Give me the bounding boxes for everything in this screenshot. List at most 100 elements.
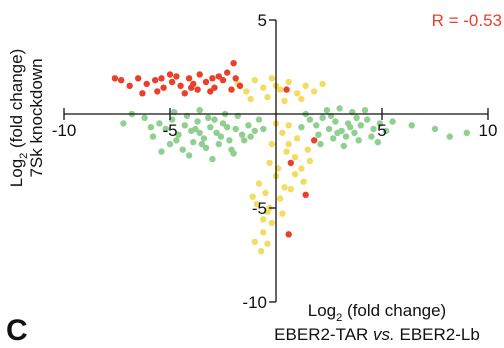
data-point-green-31	[120, 120, 127, 127]
data-point-yellow-10	[319, 80, 326, 88]
data-point-yellow-16	[279, 129, 286, 136]
y-tick-label-5: 5	[258, 11, 267, 30]
data-point-green-19	[190, 139, 197, 146]
data-point-green-82	[463, 129, 470, 136]
data-point-green-21	[215, 140, 222, 148]
data-point-red-23	[173, 73, 180, 80]
axes-layer	[63, 19, 489, 303]
data-point-yellow-8	[302, 82, 309, 90]
data-point-green-83	[408, 122, 415, 129]
data-point-red-8	[185, 75, 193, 82]
x-tick-label-5: 5	[377, 121, 386, 140]
data-point-green-45	[247, 133, 254, 140]
data-point-red-19	[181, 90, 188, 97]
data-point-green-7	[200, 135, 208, 142]
data-point-red-31	[283, 86, 290, 93]
data-point-green-73	[340, 142, 347, 150]
data-point-red-10	[202, 78, 210, 86]
data-point-red-28	[209, 75, 216, 82]
data-point-green-32	[185, 152, 193, 159]
data-point-green-1	[162, 125, 169, 133]
data-point-yellow-19	[298, 165, 305, 172]
data-point-green-15	[251, 127, 258, 135]
data-point-green-14	[245, 122, 252, 129]
data-point-yellow-46	[285, 122, 292, 129]
data-point-red-22	[139, 90, 146, 97]
data-point-red-33	[287, 159, 294, 167]
data-point-yellow-5	[277, 86, 284, 93]
data-point-yellow-18	[291, 154, 299, 161]
data-point-red-29	[188, 84, 195, 91]
data-point-green-74	[298, 124, 305, 131]
data-point-green-50	[319, 114, 326, 122]
x-axis-title: Log2 (fold change) EBER2-TAR vs. EBER2-L…	[274, 301, 480, 344]
data-point-green-44	[224, 124, 231, 131]
x-tick-label--10: -10	[52, 121, 77, 140]
data-point-green-34	[230, 150, 237, 157]
data-point-yellow-35	[283, 148, 290, 155]
data-point-green-56	[357, 122, 364, 129]
data-point-green-12	[232, 125, 239, 133]
data-point-red-20	[207, 88, 214, 95]
data-point-green-16	[149, 133, 157, 140]
data-point-red-13	[228, 86, 235, 93]
data-point-green-79	[334, 129, 341, 136]
data-point-red-12	[219, 77, 227, 84]
data-point-green-29	[255, 116, 263, 123]
data-point-green-26	[196, 107, 203, 114]
data-point-green-23	[241, 137, 248, 144]
data-point-green-13	[238, 131, 246, 138]
data-point-yellow-28	[251, 238, 258, 245]
data-point-yellow-29	[258, 248, 265, 255]
data-point-yellow-20	[266, 159, 273, 167]
data-point-red-18	[224, 69, 231, 76]
data-point-green-49	[313, 122, 320, 129]
x-axis-title-line2: EBER2-TAR vs. EBER2-Lb	[274, 325, 480, 344]
data-point-green-71	[389, 118, 396, 125]
data-point-green-11	[226, 137, 233, 144]
data-point-yellow-24	[253, 201, 261, 208]
data-point-yellow-41	[294, 135, 301, 142]
data-point-yellow-17	[285, 140, 292, 148]
data-point-green-4	[181, 122, 188, 129]
data-point-yellow-34	[306, 157, 314, 165]
data-point-green-10	[219, 120, 227, 127]
data-point-red-24	[215, 73, 222, 80]
points-layer	[111, 60, 470, 255]
data-point-yellow-12	[264, 93, 271, 101]
data-point-green-63	[342, 133, 350, 140]
data-point-red-1	[126, 82, 133, 90]
data-point-green-39	[173, 137, 180, 144]
data-point-green-33	[209, 155, 216, 163]
panel-label: C	[6, 314, 28, 347]
data-point-green-47	[147, 124, 155, 131]
data-point-green-75	[374, 139, 381, 146]
data-point-red-15	[111, 75, 119, 82]
x-tick-label--5: -5	[162, 121, 177, 140]
data-point-red-3	[143, 80, 150, 88]
data-point-yellow-36	[268, 140, 275, 148]
data-point-green-8	[207, 124, 214, 131]
x-tick-label-10: 10	[479, 121, 498, 140]
data-point-green-18	[179, 146, 186, 153]
data-point-red-2	[135, 75, 142, 82]
data-point-yellow-14	[298, 95, 305, 103]
y-axis-title: Log2 (fold change) 7Sk knockdown	[7, 49, 46, 187]
data-point-red-14	[236, 82, 244, 90]
data-point-yellow-2	[251, 77, 258, 84]
data-point-green-77	[347, 124, 354, 131]
data-point-green-58	[370, 125, 377, 133]
data-point-green-67	[336, 105, 343, 112]
data-point-yellow-1	[243, 88, 250, 95]
data-point-red-27	[232, 75, 239, 82]
data-point-green-78	[353, 114, 360, 122]
data-point-red-26	[158, 75, 165, 82]
data-point-yellow-23	[262, 189, 269, 197]
data-point-yellow-42	[260, 216, 267, 223]
data-point-yellow-33	[300, 178, 307, 185]
data-point-green-3	[175, 131, 182, 138]
data-point-yellow-26	[268, 219, 275, 227]
data-point-green-65	[368, 133, 375, 140]
data-point-green-61	[315, 131, 322, 138]
